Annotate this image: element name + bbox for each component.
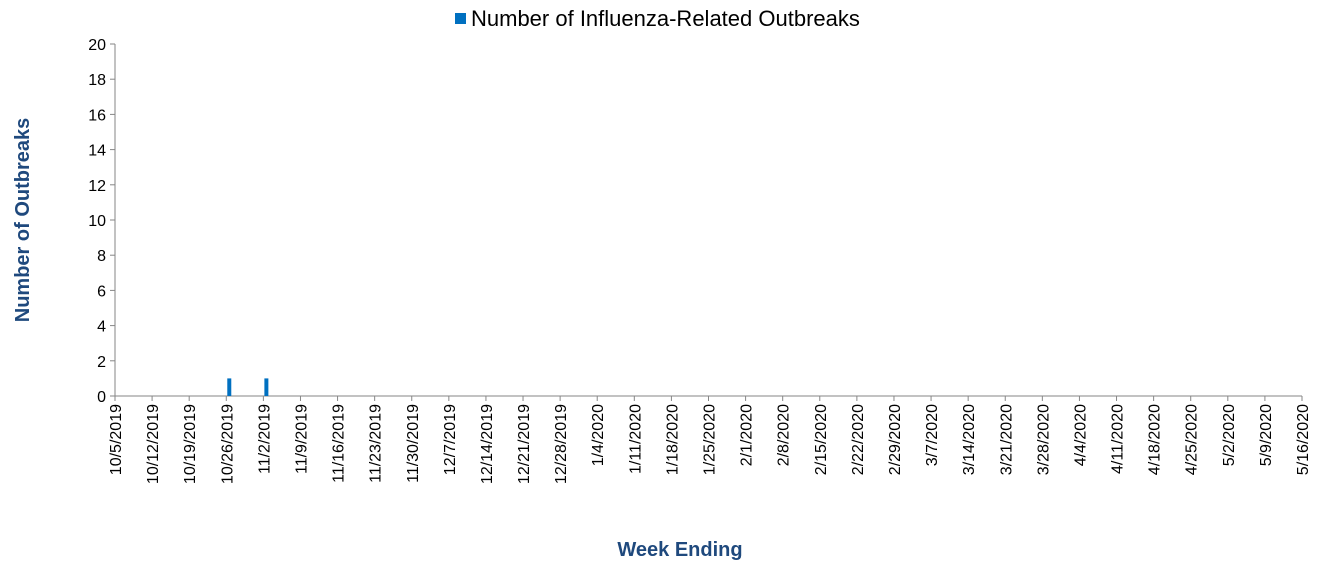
x-tick-label: 12/21/2019 bbox=[516, 404, 533, 484]
x-tick-label: 4/25/2020 bbox=[1184, 404, 1201, 475]
x-tick-label: 2/1/2020 bbox=[739, 404, 756, 466]
y-axis-title: Number of Outbreaks bbox=[12, 118, 34, 322]
legend-label: Number of Influenza-Related Outbreaks bbox=[471, 6, 860, 31]
x-tick-label: 11/2/2019 bbox=[256, 404, 273, 474]
x-tick-label: 5/16/2020 bbox=[1295, 404, 1312, 475]
bar bbox=[227, 378, 232, 396]
x-tick-label: 4/18/2020 bbox=[1147, 404, 1164, 475]
bar bbox=[264, 378, 269, 396]
x-tick-label: 3/7/2020 bbox=[924, 404, 941, 466]
x-tick-label: 10/26/2019 bbox=[219, 404, 236, 484]
y-tick-label: 18 bbox=[88, 72, 106, 89]
x-axis-title: Week Ending bbox=[617, 539, 742, 561]
x-tick-label: 3/14/2020 bbox=[961, 404, 978, 475]
x-tick-label: 2/8/2020 bbox=[776, 404, 793, 466]
x-tick-label: 11/30/2019 bbox=[405, 404, 422, 483]
x-tick-label: 1/18/2020 bbox=[664, 404, 681, 475]
x-tick-label: 2/15/2020 bbox=[813, 404, 830, 475]
x-tick-label: 10/12/2019 bbox=[145, 404, 162, 484]
x-tick-label: 4/11/2020 bbox=[1110, 404, 1127, 474]
y-tick-label: 14 bbox=[88, 143, 106, 160]
x-tick-label: 11/23/2019 bbox=[368, 404, 385, 483]
x-tick-label: 10/19/2019 bbox=[182, 404, 199, 484]
x-tick-label: 1/25/2020 bbox=[702, 404, 719, 475]
x-tick-label: 10/5/2019 bbox=[108, 404, 125, 475]
x-tick-label: 4/4/2020 bbox=[1072, 404, 1089, 466]
y-tick-label: 12 bbox=[88, 178, 106, 195]
x-tick-label: 1/11/2020 bbox=[627, 404, 644, 474]
x-tick-label: 3/21/2020 bbox=[998, 404, 1015, 475]
y-tick-label: 10 bbox=[88, 213, 106, 230]
x-tick-label: 11/9/2019 bbox=[293, 404, 310, 474]
x-tick-label: 11/16/2019 bbox=[331, 404, 348, 483]
x-tick-label: 5/9/2020 bbox=[1258, 404, 1275, 466]
y-tick-label: 2 bbox=[97, 354, 106, 371]
x-tick-label: 5/2/2020 bbox=[1221, 404, 1238, 466]
y-tick-label: 0 bbox=[97, 389, 106, 406]
y-tick-label: 8 bbox=[97, 248, 106, 265]
y-tick-label: 6 bbox=[97, 283, 106, 300]
x-tick-label: 2/22/2020 bbox=[850, 404, 867, 475]
y-tick-label: 16 bbox=[88, 107, 106, 124]
x-tick-label: 12/7/2019 bbox=[442, 404, 459, 475]
x-tick-label: 3/28/2020 bbox=[1035, 404, 1052, 475]
x-tick-label: 2/29/2020 bbox=[887, 404, 904, 475]
x-tick-label: 12/14/2019 bbox=[479, 404, 496, 484]
legend-swatch bbox=[455, 13, 466, 24]
y-tick-label: 4 bbox=[97, 319, 106, 336]
x-tick-label: 1/4/2020 bbox=[590, 404, 607, 466]
x-tick-label: 12/28/2019 bbox=[553, 404, 570, 484]
y-tick-label: 20 bbox=[88, 37, 106, 54]
